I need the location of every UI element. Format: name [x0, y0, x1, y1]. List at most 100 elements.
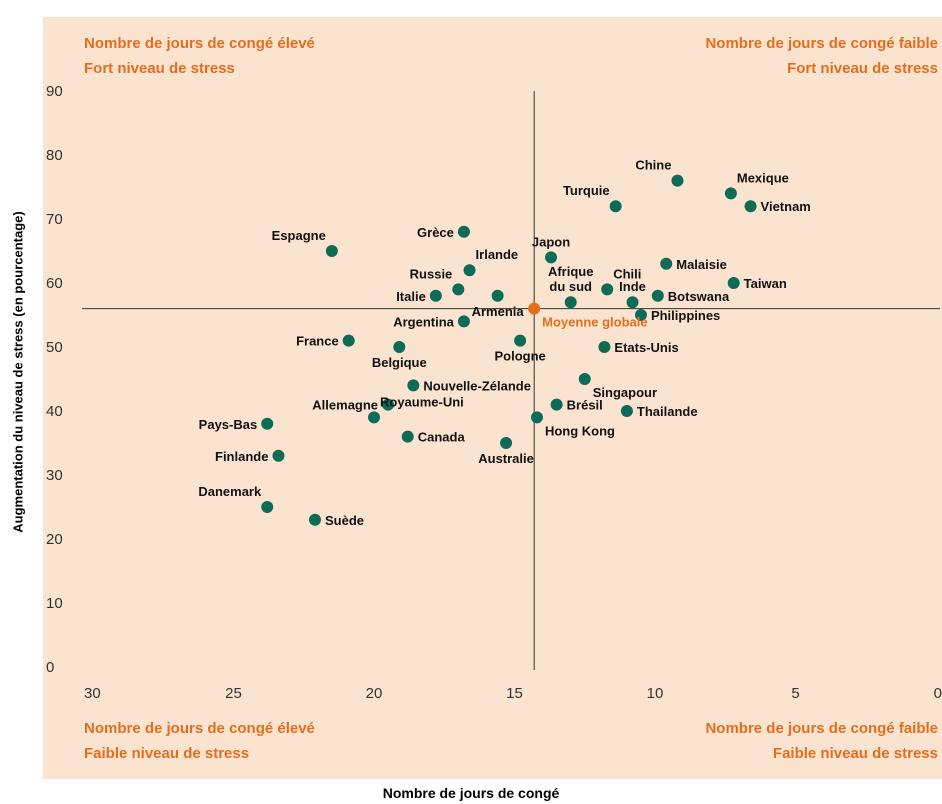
point-france: [342, 334, 355, 347]
point-label-italie: Italie: [396, 289, 426, 304]
point-botswana: [651, 289, 664, 302]
quadrant-label-top-left: Nombre de jours de congé élevé Fort nive…: [84, 31, 315, 81]
point-nouvelle-zelande: [407, 379, 420, 392]
y-tick-label: 60: [46, 275, 63, 292]
quadrant-label-line: Nombre de jours de congé faible: [705, 720, 938, 737]
point-espagne: [325, 245, 338, 257]
point-label-armenia: Armenia: [472, 304, 525, 319]
point-label-singapour: Singapour: [593, 385, 657, 400]
y-tick-label: 30: [46, 467, 63, 484]
point-label-finlande: Finlande: [215, 449, 268, 464]
point-label-hong-kong: Hong Kong: [545, 423, 615, 438]
point-label-nouvelle-zelande: Nouvelle-Zélande: [423, 378, 531, 393]
point-mexique: [724, 187, 737, 200]
x-tick-label: 15: [506, 685, 523, 702]
point-label-canada: Canada: [418, 430, 466, 445]
point-singapour: [578, 373, 591, 385]
point-label-france: France: [296, 334, 339, 349]
point-philippines: [634, 309, 647, 321]
quadrant-label-line: Faible niveau de stress: [772, 745, 938, 762]
quadrant-label-top-right: Nombre de jours de congé faible Fort niv…: [705, 31, 938, 81]
point-label-moyenne-globale: Moyenne globale: [542, 315, 647, 330]
x-tick-label: 5: [791, 685, 799, 702]
point-chili: [601, 283, 614, 296]
point-finlande: [272, 449, 285, 462]
point-royaume-uni: [368, 411, 380, 424]
point-label-vietnam: Vietnam: [761, 199, 811, 214]
point-pologne: [514, 334, 527, 347]
point-australie: [500, 437, 513, 449]
data-points: Chine Mexique Vietnam Turquie Grèce Espagne Ja…: [198, 158, 811, 528]
point-label-japon: Japon: [532, 234, 570, 249]
point-label-bresil: Brésil: [567, 398, 603, 413]
point-label-taiwan: Taiwan: [744, 276, 787, 291]
point-label-grece: Grèce: [417, 225, 454, 240]
point-label-philippines: Philippines: [651, 308, 720, 323]
y-tick-label: 80: [46, 147, 63, 164]
point-argentina: [457, 315, 470, 328]
x-axis-title: Nombre de jours de congé: [382, 785, 560, 801]
x-tick-label: 10: [647, 685, 664, 702]
x-tick-label: 25: [225, 685, 242, 702]
y-tick-label: 0: [46, 659, 54, 676]
point-turquie: [609, 200, 622, 213]
point-chine: [671, 174, 684, 187]
plot-background: [43, 17, 942, 779]
point-label-mexique: Mexique: [737, 170, 789, 185]
point-grece: [457, 225, 470, 238]
point-russie: [452, 283, 465, 296]
y-tick-label: 70: [46, 211, 63, 228]
point-label-botswana: Botswana: [668, 289, 730, 304]
point-suede: [308, 513, 321, 526]
point-label-danemark: Danemark: [198, 484, 262, 499]
point-japon: [545, 251, 558, 264]
point-label-afrique-du-sud: Afrique du sud: [548, 264, 594, 294]
point-armenia: [491, 289, 504, 302]
point-malaisie: [660, 257, 673, 270]
point-label-chili: Chili: [613, 266, 641, 281]
point-italie: [429, 289, 442, 302]
point-allemagne: [382, 398, 395, 411]
point-label-argentina: Argentina: [393, 314, 454, 329]
point-label-australie: Australie: [478, 451, 534, 466]
point-thailande: [620, 405, 633, 417]
point-canada: [401, 430, 414, 443]
point-label-thailande: Thailande: [637, 404, 698, 419]
point-label-allemagne: Allemagne: [312, 398, 378, 413]
quadrant-label-bottom-left: Nombre de jours de congé élevé Faible ni…: [84, 716, 315, 766]
point-hong-kong: [530, 411, 543, 424]
point-afrique-du-sud: [564, 296, 577, 309]
point-label-pologne: Pologne: [494, 349, 545, 364]
y-tick-label: 40: [46, 403, 63, 420]
point-danemark: [261, 501, 274, 513]
quadrant-label-line: Fort niveau de stress: [787, 60, 938, 77]
point-belgique: [393, 341, 406, 353]
point-label-inde: Inde: [619, 279, 646, 294]
point-label-etats-unis: Etats-Unis: [614, 340, 678, 355]
x-tick-label: 0: [934, 685, 942, 702]
point-taiwan: [727, 277, 740, 289]
point-etats-unis: [598, 341, 611, 353]
quadrant-label-line: Nombre de jours de congé faible: [705, 35, 938, 52]
quadrant-label-bottom-right: Nombre de jours de congé faible Faible n…: [705, 716, 938, 766]
point-label-suede: Suède: [325, 513, 364, 528]
point-label-turquie: Turquie: [563, 183, 610, 198]
point-moyenne-globale: [528, 302, 541, 315]
quadrant-label-line: Nombre de jours de congé élevé: [84, 35, 315, 52]
point-bresil: [550, 398, 563, 411]
point-label-belgique: Belgique: [372, 355, 427, 370]
point-label-malaisie: Malaisie: [676, 257, 727, 272]
reference-lines: [82, 91, 940, 670]
y-axis-title-text: Augmentation du niveau de stress (en pou…: [10, 211, 26, 533]
point-label-royaume-uni: Royaume-Uni: [380, 394, 464, 409]
y-tick-label: 20: [46, 531, 63, 548]
quadrant-label-line: Nombre de jours de congé élevé: [84, 720, 315, 737]
point-label-chine: Chine: [635, 158, 671, 173]
y-tick-label: 10: [46, 595, 63, 612]
x-tick-label: 20: [366, 685, 383, 702]
x-tick-label: 30: [84, 685, 101, 702]
point-label-russie: Russie: [410, 266, 453, 281]
quadrant-label-line: Faible niveau de stress: [84, 745, 250, 762]
point-inde: [626, 296, 639, 309]
